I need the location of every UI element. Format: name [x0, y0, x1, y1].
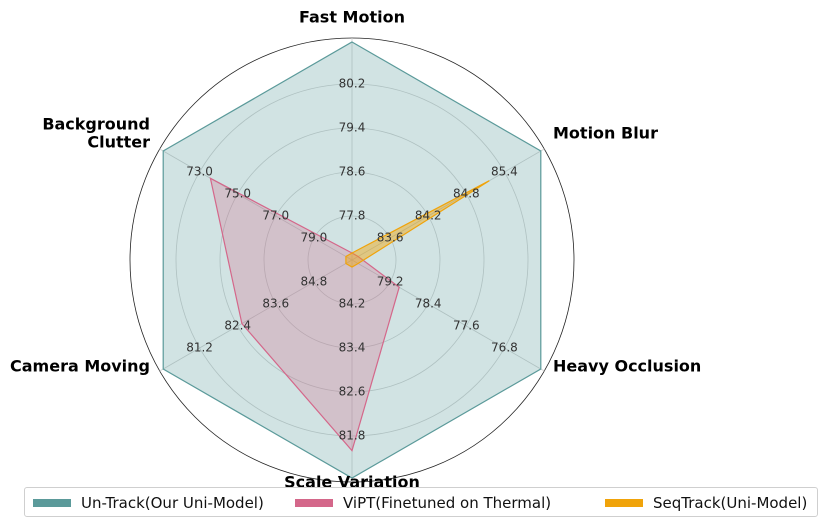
- tick-label-axis6-3: 77.0: [262, 209, 289, 223]
- spoke-6: [159, 148, 353, 261]
- tick-label-axis1-2: 79.4: [339, 121, 366, 135]
- axis-label-6-line1: Background: [42, 115, 150, 134]
- tick-label-axis5-4: 84.8: [301, 275, 328, 289]
- axis-label-4: Scale Variation: [284, 473, 420, 492]
- tick-label-axis3-1: 76.8: [491, 341, 518, 355]
- tick-label-axis2-4: 83.6: [377, 231, 404, 245]
- axis-label-5: Camera Moving: [10, 357, 150, 376]
- axis-label-6-line2: Clutter: [87, 133, 150, 152]
- spoke-2: [351, 148, 545, 261]
- legend-swatch-vipt: [295, 499, 333, 507]
- series-vipt-area: [209, 177, 400, 452]
- legend-item-seqtrack: SeqTrack(Uni-Model): [605, 494, 807, 512]
- series-seqtrack-area: [345, 180, 490, 268]
- tick-label-axis5-1: 81.2: [186, 341, 213, 355]
- tick-label-axis6-1: 73.0: [186, 165, 213, 179]
- tick-label-axis4-2: 82.6: [339, 385, 366, 399]
- axis-label-2: Motion Blur: [553, 124, 658, 143]
- legend-item-vipt: ViPT(Finetuned on Thermal): [295, 494, 551, 512]
- legend-swatch-seqtrack: [605, 499, 643, 507]
- tick-label-axis2-2: 84.8: [453, 187, 480, 201]
- series-untrack-area: [162, 41, 542, 479]
- legend-label-untrack: Un-Track(Our Uni-Model): [81, 494, 264, 512]
- tick-label-axis3-2: 77.6: [453, 319, 480, 333]
- tick-label-axis2-1: 85.4: [491, 165, 518, 179]
- tick-label-axis6-4: 79.0: [301, 231, 328, 245]
- tick-label-axis3-3: 78.4: [415, 297, 442, 311]
- tick-label-axis5-2: 82.4: [224, 319, 251, 333]
- legend-swatch-untrack: [33, 499, 71, 507]
- tick-label-axis1-1: 80.2: [339, 77, 366, 91]
- legend-label-vipt: ViPT(Finetuned on Thermal): [343, 494, 552, 512]
- legend-label-seqtrack: SeqTrack(Uni-Model): [653, 494, 808, 512]
- tick-label-axis4-4: 84.2: [339, 297, 366, 311]
- spoke-3: [351, 259, 545, 372]
- tick-label-axis4-3: 83.4: [339, 341, 366, 355]
- tick-label-axis4-1: 81.8: [339, 429, 366, 443]
- tick-label-axis1-3: 78.6: [339, 165, 366, 179]
- spoke-5: [159, 259, 353, 372]
- axis-label-1: Fast Motion: [299, 8, 405, 27]
- axis-label-3: Heavy Occlusion: [553, 357, 701, 376]
- tick-label-axis3-4: 79.2: [377, 275, 404, 289]
- tick-label-axis1-4: 77.8: [339, 209, 366, 223]
- legend-item-untrack: Un-Track(Our Uni-Model): [33, 494, 264, 512]
- tick-label-axis2-3: 84.2: [415, 209, 442, 223]
- tick-label-axis5-3: 83.6: [262, 297, 289, 311]
- tick-label-axis6-2: 75.0: [224, 187, 251, 201]
- legend: Un-Track(Our Uni-Model) ViPT(Finetuned o…: [24, 487, 818, 517]
